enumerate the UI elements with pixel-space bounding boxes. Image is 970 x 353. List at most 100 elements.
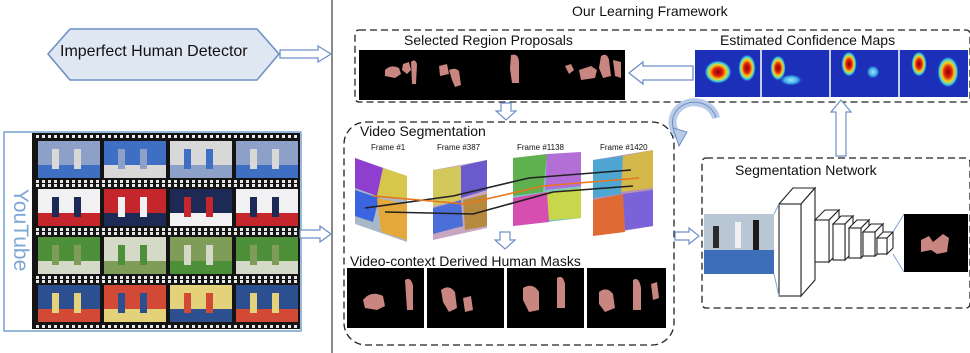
- film-frame-thumbnail: [170, 189, 232, 226]
- film-sprocket-hole: [282, 184, 285, 187]
- film-sprocket-hole: [90, 280, 93, 283]
- film-sprocket-hole: [126, 280, 129, 283]
- film-sprocket-hole: [204, 232, 207, 235]
- framework-title: Our Learning Framework: [572, 3, 728, 19]
- proposals-down-arrow: [494, 102, 518, 121]
- film-sprocket-hole: [156, 228, 159, 231]
- film-sprocket-hole: [138, 325, 141, 328]
- film-sprocket-hole: [222, 232, 225, 235]
- film-sprocket-hole: [222, 228, 225, 231]
- film-sprocket-hole: [102, 325, 105, 328]
- film-sprocket-hole: [240, 184, 243, 187]
- film-sprocket-hole: [156, 135, 159, 138]
- film-sprocket-hole: [186, 232, 189, 235]
- film-sprocket-hole: [126, 180, 129, 183]
- film-sprocket-hole: [114, 325, 117, 328]
- film-sprocket-hole: [162, 184, 165, 187]
- film-sprocket-hole: [246, 276, 249, 279]
- film-sprocket-hole: [294, 228, 297, 231]
- film-sprocket-hole: [258, 184, 261, 187]
- film-sprocket-hole: [48, 180, 51, 183]
- film-sprocket-hole: [36, 232, 39, 235]
- film-sprocket-hole: [60, 276, 63, 279]
- film-sprocket-hole: [156, 280, 159, 283]
- film-sprocket-hole: [48, 135, 51, 138]
- film-sprocket-hole: [156, 232, 159, 235]
- film-sprocket-hole: [120, 232, 123, 235]
- film-sprocket-hole: [78, 232, 81, 235]
- film-sprocket-hole: [252, 280, 255, 283]
- film-sprocket-hole: [204, 325, 207, 328]
- film-sprocket-hole: [72, 325, 75, 328]
- film-sprocket-hole: [96, 180, 99, 183]
- film-sprocket-hole: [234, 135, 237, 138]
- film-sprocket-hole: [78, 325, 81, 328]
- film-sprocket-hole: [288, 325, 291, 328]
- film-sprocket-hole: [240, 232, 243, 235]
- film-sprocket-hole: [66, 180, 69, 183]
- film-sprocket-hole: [114, 280, 117, 283]
- film-sprocket-hole: [204, 276, 207, 279]
- film-sprocket-hole: [174, 180, 177, 183]
- film-sprocket-hole: [180, 280, 183, 283]
- film-sprocket-hole: [144, 325, 147, 328]
- film-sprocket-hole: [282, 228, 285, 231]
- film-sprocket-hole: [270, 184, 273, 187]
- film-sprocket-hole: [282, 280, 285, 283]
- film-frame-thumbnail: [38, 141, 100, 178]
- film-sprocket-hole: [138, 232, 141, 235]
- frame-label-1: Frame #1: [371, 143, 406, 152]
- film-sprocket-hole: [108, 232, 111, 235]
- film-sprocket-hole: [48, 228, 51, 231]
- frame-label-1138: Frame #1138: [517, 143, 564, 152]
- film-sprocket-hole: [78, 280, 81, 283]
- section-divider: [331, 0, 333, 353]
- film-sprocket-hole: [162, 228, 165, 231]
- film-sprocket-hole: [192, 228, 195, 231]
- film-sprocket-hole: [72, 135, 75, 138]
- film-sprocket-hole: [54, 228, 57, 231]
- film-sprocket-hole: [84, 135, 87, 138]
- film-sprocket-hole: [150, 135, 153, 138]
- film-sprocket-hole: [294, 276, 297, 279]
- film-sprocket-hole: [264, 325, 267, 328]
- film-sprocket-hole: [48, 184, 51, 187]
- film-sprocket-hole: [258, 135, 261, 138]
- film-sprocket-hole: [210, 135, 213, 138]
- film-sprocket-hole: [168, 180, 171, 183]
- film-sprocket-hole: [114, 228, 117, 231]
- film-sprocket-hole: [234, 280, 237, 283]
- film-sprocket-hole: [180, 184, 183, 187]
- film-sprocket-hole: [282, 135, 285, 138]
- film-sprocket-hole: [228, 180, 231, 183]
- film-sprocket-hole: [294, 180, 297, 183]
- film-sprocket-hole: [108, 228, 111, 231]
- film-sprocket-hole: [96, 276, 99, 279]
- film-sprocket-hole: [48, 232, 51, 235]
- film-sprocket-hole: [120, 135, 123, 138]
- film-sprocket-hole: [72, 180, 75, 183]
- film-sprocket-hole: [216, 232, 219, 235]
- film-sprocket-hole: [216, 184, 219, 187]
- video-segmentation-label: Video Segmentation: [360, 123, 486, 139]
- film-sprocket-hole: [192, 232, 195, 235]
- film-arrow: [299, 224, 331, 244]
- film-frame-thumbnail: [236, 189, 298, 226]
- film-sprocket-hole: [96, 228, 99, 231]
- film-sprocket-hole: [168, 232, 171, 235]
- film-sprocket-hole: [162, 276, 165, 279]
- film-sprocket-hole: [114, 232, 117, 235]
- film-sprocket-hole: [42, 276, 45, 279]
- film-sprocket-hole: [186, 325, 189, 328]
- framework-graphics: [343, 29, 970, 346]
- film-sprocket-hole: [174, 325, 177, 328]
- film-sprocket-hole: [156, 325, 159, 328]
- film-sprocket-hole: [186, 184, 189, 187]
- film-sprocket-hole: [294, 232, 297, 235]
- film-sprocket-hole: [138, 228, 141, 231]
- film-sprocket-hole: [60, 325, 63, 328]
- film-sprocket-hole: [270, 135, 273, 138]
- film-sprocket-hole: [276, 232, 279, 235]
- film-sprocket-hole: [72, 184, 75, 187]
- film-sprocket-hole: [252, 180, 255, 183]
